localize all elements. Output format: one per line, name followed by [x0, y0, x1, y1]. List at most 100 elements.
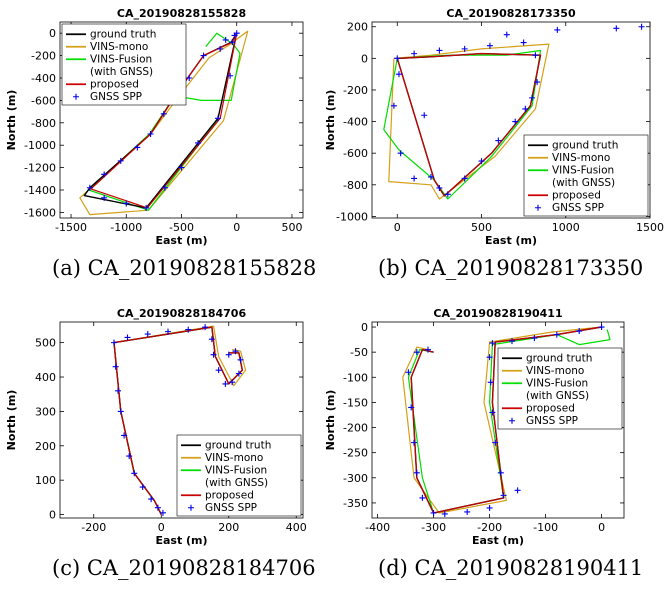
- legend-box: [61, 23, 187, 106]
- x-tick-label: 0: [394, 221, 401, 234]
- y-tick-label: -800: [31, 117, 56, 130]
- y-tick-label: -150: [343, 396, 368, 409]
- point-gnss-spp: [553, 331, 560, 338]
- x-tick-label: 400: [286, 521, 307, 534]
- point-gnss-spp: [112, 363, 119, 370]
- legend-label: ground truth: [552, 140, 618, 152]
- y-axis-label: North (m): [5, 90, 18, 151]
- data-layer: [383, 23, 645, 200]
- point-gnss-spp: [489, 409, 496, 416]
- data-layer: [402, 324, 611, 517]
- point-gnss-spp: [613, 25, 620, 32]
- point-gnss-spp: [554, 26, 561, 33]
- point-gnss-spp: [486, 354, 493, 361]
- x-tick-label: -1000: [110, 221, 142, 234]
- x-tick-label: 500: [281, 221, 302, 234]
- x-tick-label: 1500: [636, 221, 664, 234]
- point-gnss-spp: [425, 346, 431, 353]
- point-gnss-spp: [411, 50, 418, 57]
- point-gnss-spp: [529, 94, 536, 101]
- point-gnss-spp: [148, 496, 155, 503]
- point-gnss-spp: [394, 55, 401, 62]
- x-tick-label: -1500: [55, 221, 87, 234]
- point-gnss-spp: [405, 369, 412, 376]
- point-gnss-spp: [427, 173, 434, 180]
- y-tick-label: -600: [343, 147, 368, 160]
- y-tick-label: -200: [343, 422, 368, 435]
- point-gnss-spp: [210, 351, 217, 358]
- caption-b: (b) CA_20190828173350: [378, 256, 644, 280]
- y-tick-label: -400: [31, 72, 56, 85]
- point-gnss-spp: [159, 509, 166, 516]
- x-axis-label: East (m): [155, 534, 207, 547]
- legend-label: VINS-Fusion: [205, 465, 267, 477]
- point-gnss-spp: [514, 487, 521, 494]
- point-gnss-spp: [461, 45, 468, 52]
- point-gnss-spp: [124, 334, 131, 341]
- legend-label: VINS-mono: [90, 41, 148, 53]
- point-gnss-spp: [139, 484, 146, 491]
- point-gnss-spp: [464, 508, 471, 515]
- y-tick-label: 0: [361, 52, 368, 65]
- point-gnss-spp: [532, 52, 539, 59]
- point-gnss-spp: [487, 379, 494, 386]
- series-proposed: [113, 326, 243, 515]
- y-tick-label: 0: [49, 27, 56, 40]
- x-axis-label: East (m): [485, 234, 537, 247]
- point-gnss-spp: [390, 102, 397, 109]
- point-gnss-spp: [214, 115, 221, 122]
- point-gnss-spp: [509, 338, 515, 345]
- point-gnss-spp: [229, 379, 236, 386]
- caption-c: (c) CA_20190828184706: [52, 556, 316, 580]
- y-tick-label: -200: [31, 50, 56, 63]
- point-gnss-spp: [186, 75, 193, 81]
- point-gnss-spp: [144, 331, 151, 338]
- legend-box: [497, 347, 623, 430]
- legend-label: proposed: [552, 190, 601, 202]
- point-gnss-spp: [503, 31, 510, 38]
- x-tick-label: -300: [421, 521, 446, 534]
- point-gnss-spp: [123, 200, 130, 207]
- legend-label: proposed: [526, 403, 575, 415]
- x-tick-label: -200: [477, 521, 502, 534]
- y-tick-label: 400: [35, 371, 56, 384]
- chart-0: CA_20190828155828 -1500 -1000 -500 0 500 0 -200…: [5, 7, 304, 247]
- legend-label: (with GNSS): [552, 177, 615, 189]
- legend-label: ground truth: [205, 440, 271, 452]
- point-gnss-spp: [522, 105, 529, 112]
- y-tick-label: 0: [49, 509, 56, 522]
- legend-label: GNSS SPP: [526, 415, 578, 427]
- point-gnss-spp: [500, 492, 507, 499]
- point-gnss-spp: [147, 131, 154, 137]
- point-gnss-spp: [486, 504, 493, 511]
- point-gnss-spp: [411, 175, 418, 182]
- point-gnss-spp: [520, 39, 527, 46]
- legend-box: [523, 134, 649, 217]
- chart-2: CA_20190828184706 -200 0 200 400 0 100 200 300 40…: [5, 307, 307, 547]
- point-gnss-spp: [497, 469, 504, 476]
- point-gnss-spp: [492, 439, 499, 446]
- y-tick-label: 200: [347, 21, 368, 34]
- point-gnss-spp: [486, 42, 493, 49]
- chart-3: CA_20190828190411 -400 -300 -200 -100 0 0 -50 -1…: [324, 307, 625, 547]
- point-gnss-spp: [154, 504, 161, 511]
- data-layer: [111, 324, 247, 516]
- point-gnss-spp: [478, 158, 485, 165]
- point-gnss-spp: [161, 184, 168, 191]
- point-gnss-spp: [430, 509, 437, 516]
- x-axis-label: East (m): [155, 234, 207, 247]
- point-gnss-spp: [222, 380, 229, 387]
- point-gnss-spp: [111, 339, 117, 346]
- legend-marker: [188, 504, 194, 511]
- x-tick-label: 0: [598, 521, 605, 534]
- y-tick-label: 300: [35, 405, 56, 418]
- y-tick-label: -1000: [336, 210, 368, 223]
- legend-marker: [509, 417, 515, 424]
- point-gnss-spp: [208, 336, 215, 343]
- chart-title: CA_20190828184706: [117, 307, 247, 320]
- point-gnss-spp: [160, 110, 167, 117]
